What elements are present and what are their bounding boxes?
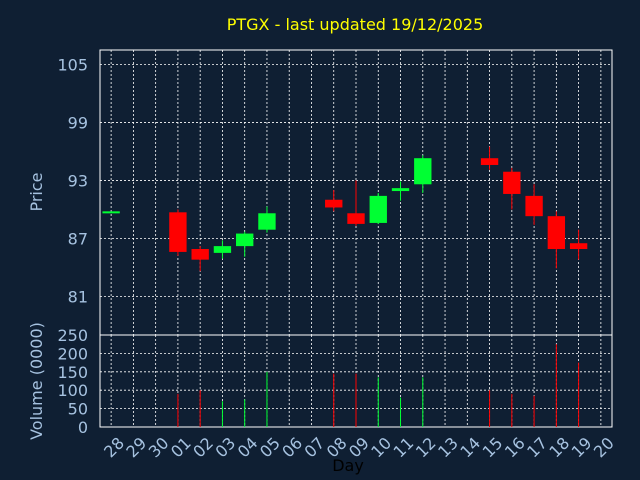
candles bbox=[102, 146, 588, 272]
volume-bars bbox=[177, 344, 580, 427]
candle-body bbox=[169, 212, 187, 252]
volume-axis-label: Volume (0000) bbox=[27, 322, 46, 440]
candle-body bbox=[525, 195, 543, 217]
price-tick-label: 105 bbox=[57, 55, 88, 74]
candle-body bbox=[547, 216, 566, 250]
price-panel: 81 87 93 99 105 bbox=[57, 49, 613, 336]
volume-tick-label: 0 bbox=[78, 418, 88, 437]
volume-tick-label: 150 bbox=[57, 363, 88, 382]
candle-body bbox=[391, 188, 410, 192]
volume-tick-label: 200 bbox=[57, 344, 88, 363]
candle-body bbox=[414, 158, 432, 185]
candle-body bbox=[191, 249, 209, 260]
candle-body bbox=[369, 195, 387, 223]
price-tick-label: 81 bbox=[68, 287, 88, 306]
candle-body bbox=[480, 158, 499, 165]
candle-body bbox=[503, 171, 521, 194]
price-tick-label: 87 bbox=[68, 229, 88, 248]
volume-tick-label: 50 bbox=[68, 400, 88, 419]
x-axis-label: Day bbox=[332, 456, 364, 475]
candle-body bbox=[102, 211, 120, 214]
candle-body bbox=[347, 213, 365, 224]
candle-body bbox=[236, 233, 254, 247]
candle-body bbox=[258, 213, 276, 230]
price-tick-label: 99 bbox=[68, 113, 88, 132]
volume-tick-label: 100 bbox=[57, 381, 88, 400]
volume-tick-label: 250 bbox=[57, 326, 88, 345]
price-tick-label: 93 bbox=[68, 171, 88, 190]
chart-title: PTGX - last updated 19/12/2025 bbox=[227, 15, 484, 34]
price-axis-label: Price bbox=[27, 172, 46, 211]
candle-body bbox=[325, 199, 343, 208]
candle-body bbox=[569, 243, 588, 250]
price-tick-labels: 81 87 93 99 105 bbox=[57, 55, 88, 306]
candle-body bbox=[213, 246, 232, 253]
